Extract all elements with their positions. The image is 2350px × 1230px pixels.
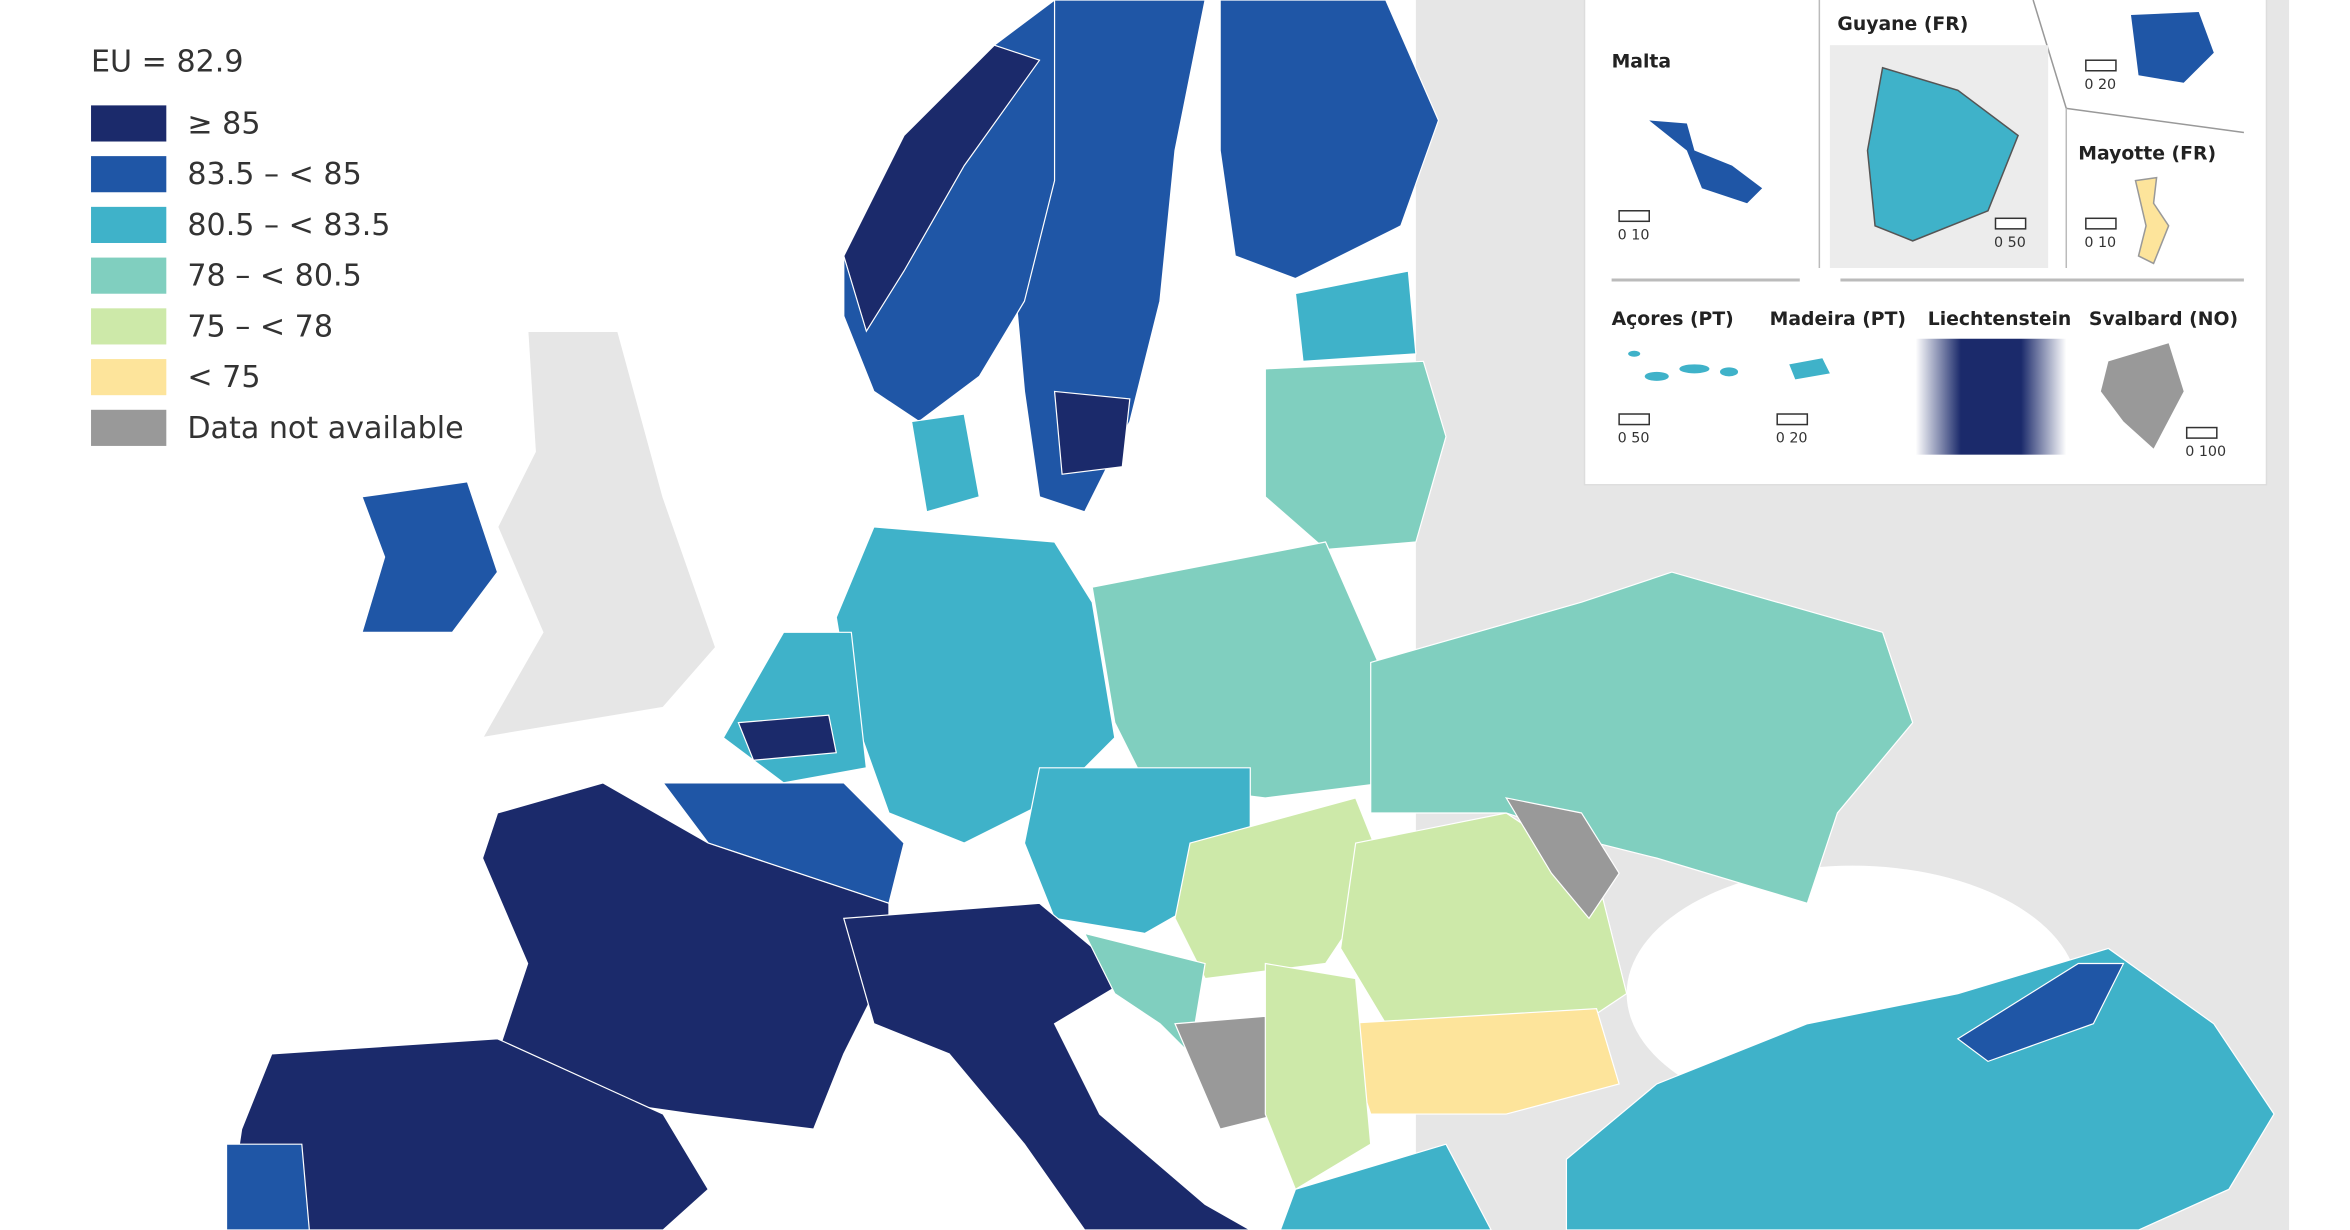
legend-label: 78 – < 80.5	[187, 259, 361, 294]
inset-label: Svalbard (NO)	[2089, 309, 2238, 330]
scale-bar	[2085, 217, 2117, 230]
guyane-shape	[1866, 66, 2019, 242]
legend-swatch	[91, 156, 167, 193]
scale-label: 0 50	[1618, 431, 1650, 447]
portugal	[225, 1143, 310, 1230]
scale-label: 0 20	[2084, 77, 2116, 93]
inset-label: Mayotte (FR)	[2078, 144, 2216, 165]
benelux	[722, 631, 868, 784]
legend-label: 75 – < 78	[187, 309, 333, 344]
legend-label: ≥ 85	[187, 106, 260, 141]
belgium	[737, 714, 837, 761]
acores-shape	[1628, 350, 1739, 381]
legend: EU = 82.9 ≥ 85 83.5 – < 85 80.5 – < 83.5 78…	[91, 45, 464, 446]
region	[843, 44, 1041, 333]
scale-bar	[1618, 413, 1650, 426]
liechtenstein-shape	[1915, 338, 2067, 455]
region	[1956, 962, 2125, 1063]
france	[481, 782, 890, 1130]
denmark	[910, 413, 980, 513]
separator	[2032, 0, 2067, 109]
ireland	[361, 481, 499, 633]
legend-title: EU = 82.9	[91, 45, 243, 80]
mayotte-shape	[2134, 176, 2170, 265]
legend-label: 83.5 – < 85	[187, 157, 361, 192]
italy	[843, 902, 1252, 1230]
inset-labels: 0 20 Malta 0 10 Guyane (FR) 0 50 Mayotte (FR)…	[1612, 14, 2238, 460]
scale-label: 0 10	[1618, 227, 1650, 243]
insets	[1583, 0, 2268, 486]
malta-shape	[1649, 120, 1763, 204]
legend-swatch	[91, 257, 167, 294]
finland	[1219, 0, 1440, 280]
inset-label: Açores (PT)	[1612, 309, 1734, 330]
scale-bar	[1994, 217, 2027, 230]
scale-label: 0 50	[1994, 235, 2026, 251]
ukraine	[1370, 571, 1914, 905]
inset-label: Madeira (PT)	[1770, 309, 1906, 330]
legend-swatch	[91, 206, 167, 243]
reunion-shape	[2130, 12, 2214, 83]
legend-label: Data not available	[187, 411, 463, 446]
baltics	[1264, 360, 1447, 551]
moldova	[1504, 797, 1620, 920]
greece	[1279, 1143, 1492, 1230]
scale-bar	[1776, 413, 1809, 426]
hungary	[1174, 797, 1387, 980]
svalbard-shape	[2100, 343, 2184, 449]
scale-bar	[1618, 210, 1650, 223]
inset-label: Liechtenstein	[1928, 309, 2072, 330]
scale-bar	[2185, 426, 2218, 439]
separator	[2066, 107, 2245, 134]
bosnia	[1174, 1015, 1282, 1130]
inset-label: Malta	[1612, 52, 1672, 73]
region	[1053, 390, 1131, 475]
legend-label: 80.5 – < 83.5	[187, 208, 390, 243]
scale-bar	[2085, 59, 2117, 72]
serbia	[1264, 962, 1372, 1191]
madeira-shape	[1789, 358, 1830, 380]
legend-swatch	[91, 105, 167, 142]
legend-swatch	[91, 409, 167, 446]
scale-label: 0 10	[2084, 235, 2116, 251]
united-kingdom	[481, 330, 717, 739]
region	[661, 782, 905, 905]
legend-label: < 75	[187, 360, 260, 395]
scale-label: 0 100	[2185, 444, 2226, 460]
legend-swatch	[91, 359, 167, 396]
scale-label: 0 20	[1776, 431, 1808, 447]
poland	[1091, 541, 1387, 799]
legend-swatch	[91, 308, 167, 345]
turkey	[1565, 947, 2275, 1230]
inset-label: Guyane (FR)	[1837, 14, 1968, 35]
estonia	[1294, 270, 1417, 362]
